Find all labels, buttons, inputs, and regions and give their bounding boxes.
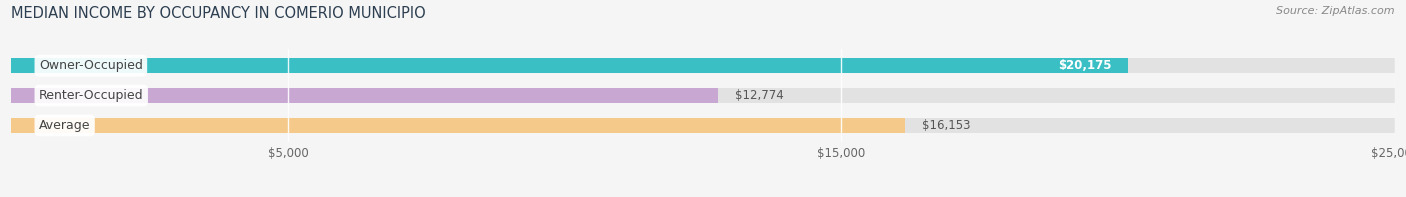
Text: Renter-Occupied: Renter-Occupied (39, 89, 143, 102)
Bar (11, 118, 1395, 133)
Bar (11, 58, 1128, 73)
Text: $20,175: $20,175 (1057, 59, 1111, 72)
Bar (11, 88, 1395, 103)
Text: Source: ZipAtlas.com: Source: ZipAtlas.com (1277, 6, 1395, 16)
Bar (11, 88, 718, 103)
Text: $16,153: $16,153 (922, 119, 970, 132)
Bar (11, 118, 905, 133)
Text: $12,774: $12,774 (735, 89, 783, 102)
Text: Average: Average (39, 119, 90, 132)
Text: MEDIAN INCOME BY OCCUPANCY IN COMERIO MUNICIPIO: MEDIAN INCOME BY OCCUPANCY IN COMERIO MU… (11, 6, 426, 21)
Bar (11, 58, 1395, 73)
Text: Owner-Occupied: Owner-Occupied (39, 59, 143, 72)
